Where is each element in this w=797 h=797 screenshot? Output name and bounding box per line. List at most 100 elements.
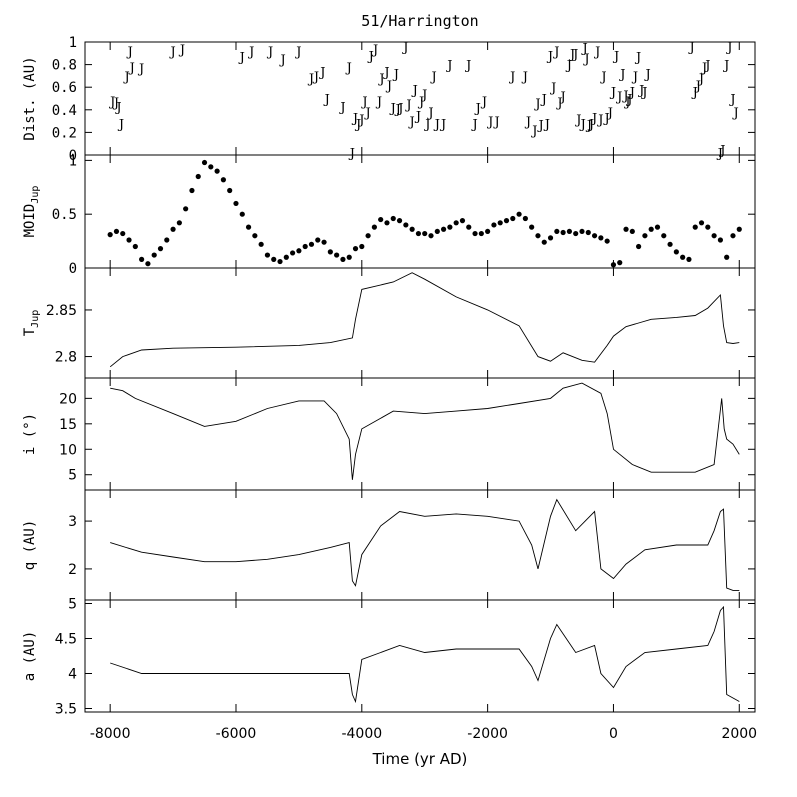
encounter-marker: J [637,83,644,98]
y-tick-label: 10 [59,442,77,458]
series-line-tjup [109,272,740,368]
encounter-marker: J [691,86,698,101]
y-tick-label: 20 [59,391,77,407]
encounter-marker: J [559,90,566,105]
moid-point [478,230,484,237]
encounter-marker: J [725,41,732,56]
y-tick-label: 0 [69,261,77,277]
encounter-marker: J [530,124,537,139]
moid-point [522,215,528,222]
encounter-marker: J [687,41,694,56]
encounter-marker: J [411,83,418,98]
moid-point [371,224,377,230]
encounter-marker: J [417,95,424,110]
encounter-marker: J [555,96,562,111]
encounter-marker: J [533,97,540,112]
moid-point [510,215,516,222]
moid-point [529,224,535,230]
encounter-marker: J [581,42,588,57]
encounter-marker: J [408,115,415,130]
y-axis-label: q (AU) [22,520,38,571]
encounter-marker: J [367,50,374,65]
encounter-marker: J [279,53,286,68]
encounter-marker: J [128,61,135,76]
encounter-marker: J [590,112,597,127]
moid-point [409,226,415,232]
moid-point [497,220,503,226]
moid-point [698,220,705,226]
panel-frame [84,267,756,379]
moid-point [220,177,227,183]
encounter-marker: J [571,47,578,62]
moid-point [245,224,252,230]
moid-point [352,246,359,252]
encounter-marker: J [307,72,314,87]
encounter-marker: J [618,68,625,83]
moid-point [157,246,164,252]
moid-point [390,215,396,222]
moid-point [654,224,661,230]
y-tick-label: 3.5 [55,702,77,718]
y-axis-label-subscript: Jup [30,186,41,204]
encounter-marker: J [718,143,725,158]
x-tick-label: 2000 [721,726,757,742]
encounter-marker: J [603,112,610,127]
encounter-marker: J [596,113,603,128]
moid-point [327,249,333,255]
encounter-marker: J [640,86,647,101]
moid-point [302,243,308,250]
encounter-marker: J [396,102,403,117]
encounter-marker: J [582,52,589,67]
encounter-marker: J [492,115,499,130]
moid-point [164,237,170,243]
panel-frame [84,377,756,491]
moid-point [680,254,686,260]
moid-point [346,254,352,260]
moid-point [315,237,321,243]
encounter-marker: J [414,109,421,124]
moid-point [227,187,233,194]
moid-point [667,241,673,247]
encounter-marker: J [404,98,411,113]
moid-point [516,211,522,217]
encounter-marker: J [625,93,632,108]
encounter-marker: J [568,47,575,62]
encounter-marker: J [445,59,452,74]
moid-point [711,233,717,239]
encounter-marker: J [178,43,185,58]
x-tick-label: -8000 [90,726,131,742]
encounter-marker: J [732,106,739,121]
y-tick-label: 0.8 [52,58,77,74]
moid-point [440,226,447,232]
y-tick-label: 1 [69,35,77,51]
encounter-marker: J [700,61,707,76]
encounter-marker: J [371,43,378,58]
moid-point [283,254,289,260]
encounter-marker: J [426,106,433,121]
moid-point [466,224,472,230]
moid-point [214,168,220,174]
encounter-marker: J [394,103,401,118]
moid-point [598,235,604,241]
moid-point [673,249,679,255]
moid-point [724,254,730,260]
y-tick-label: 0.6 [52,80,77,96]
encounter-marker: J [524,115,531,130]
encounter-marker: J [546,50,553,65]
moid-point [290,250,296,256]
moid-point [472,230,478,237]
encounter-marker: J [694,79,701,94]
encounter-marker: J [123,70,130,85]
encounter-marker: J [536,118,543,133]
moid-point [151,252,157,258]
moid-point [648,226,654,232]
encounter-marker: J [238,51,245,66]
x-tick-label: -4000 [341,726,382,742]
moid-point [566,228,573,235]
encounter-marker: J [593,45,600,60]
moid-point [264,252,271,258]
moid-point [736,226,742,232]
moid-point [535,233,541,239]
encounter-marker: J [377,72,384,87]
